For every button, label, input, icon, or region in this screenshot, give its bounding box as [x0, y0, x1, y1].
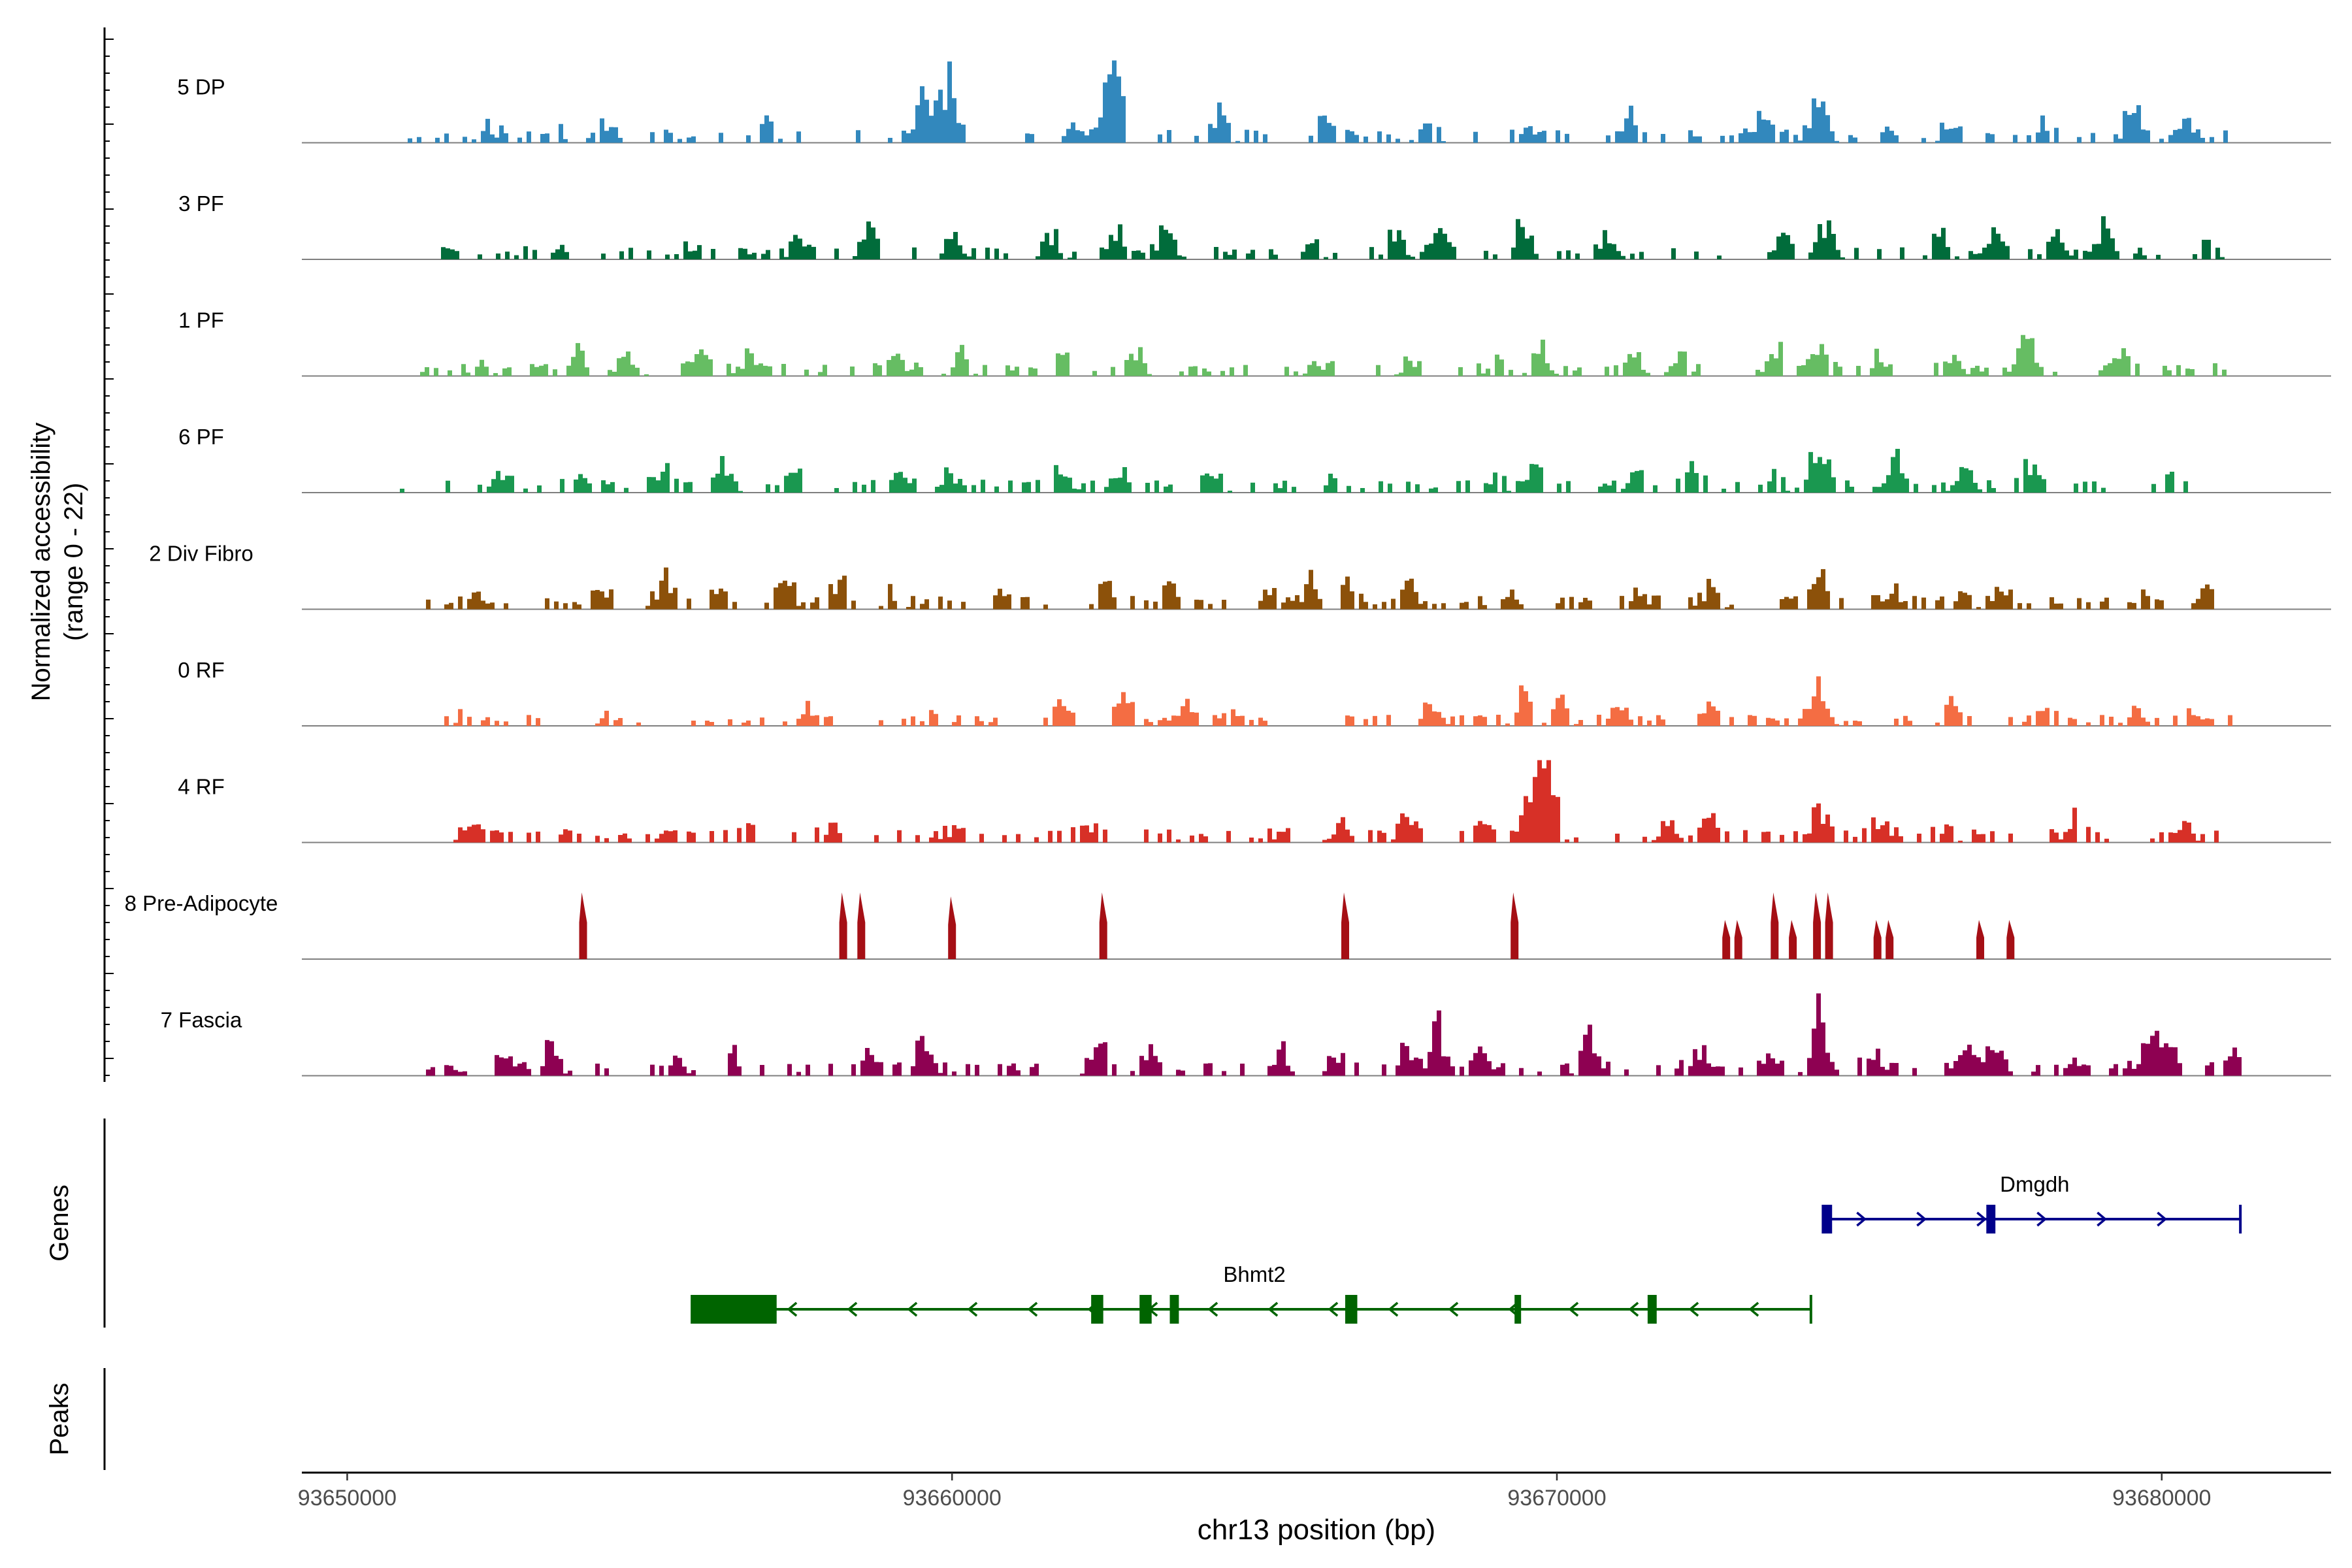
x-axis-ticks: 93650000 93660000 93670000 93680000 [298, 1473, 2211, 1511]
coverage-area [426, 567, 2214, 610]
coverage-area [453, 760, 2219, 843]
strand-arrow [1448, 1301, 1459, 1317]
coverage-area [426, 993, 2242, 1076]
track-label: 5 DP [177, 75, 225, 99]
strand-arrow [2157, 1211, 2168, 1227]
gene-name: Bhmt2 [1223, 1262, 1285, 1286]
strand-arrow [1628, 1301, 1639, 1317]
strand-arrow [2097, 1211, 2108, 1227]
track-4-rf: 4 RF [178, 760, 2331, 843]
exon [1139, 1295, 1152, 1324]
track-label: 4 RF [178, 775, 225, 799]
coverage-area [420, 335, 2227, 376]
strand-arrow [1027, 1301, 1038, 1317]
track-7-fascia: 7 Fascia [161, 993, 2331, 1077]
x-axis-title: chr13 position (bp) [1198, 1514, 1435, 1546]
coverage-y-ticks [105, 39, 114, 1076]
strand-arrow [1856, 1211, 1867, 1227]
gene-name: Dmgdh [2000, 1172, 2069, 1196]
coverage-area [408, 60, 2228, 143]
track-8-pre-adipocyte: 8 Pre-Adipocyte [125, 891, 2331, 960]
coverage-area [441, 216, 2225, 259]
track-label: 1 PF [178, 308, 224, 333]
strand-arrow [1207, 1301, 1218, 1317]
track-2-div-fibro: 2 Div Fibro [149, 542, 2331, 610]
gene-annotations: Dmgdh Bhmt2 [691, 1172, 2242, 1324]
track-label: 6 PF [178, 425, 224, 449]
exon [1345, 1295, 1358, 1324]
coverage-tracks: 5 DP 3 PF 1 PF 6 PF 2 Div Fibro 0 RF 4 RF 8 Pre… [125, 60, 2331, 1077]
exon [1091, 1295, 1103, 1324]
strand-arrow [1267, 1301, 1279, 1317]
y-axis-title-line2: (range 0 - 22) [59, 483, 88, 641]
gene-bhmt2: Bhmt2 [691, 1262, 1812, 1324]
track-3-pf: 3 PF [178, 191, 2331, 260]
exon [1823, 1205, 1833, 1233]
strand-arrow [1688, 1301, 1699, 1317]
strand-arrow [967, 1301, 978, 1317]
coverage-area [400, 449, 2188, 493]
strand-arrow [2036, 1211, 2048, 1227]
track-5-dp: 5 DP [177, 60, 2331, 144]
track-1-pf: 1 PF [178, 308, 2331, 377]
gene-dmgdh: Dmgdh [1821, 1172, 2242, 1233]
track-label: 0 RF [178, 658, 225, 682]
x-tick-label: 93660000 [903, 1486, 1002, 1511]
strand-arrow [1976, 1211, 1987, 1227]
exon [692, 1295, 777, 1324]
strand-arrow [1388, 1301, 1399, 1317]
genes-panel-label: Genes [45, 1184, 74, 1262]
y-axis-title-line1: Normalized accessibility [27, 423, 56, 702]
x-tick-label: 93650000 [298, 1486, 397, 1511]
strand-arrow [1916, 1211, 1927, 1227]
x-tick-label: 93670000 [1507, 1486, 1606, 1511]
strand-arrow [787, 1301, 798, 1317]
strand-arrow [847, 1301, 858, 1317]
exon [1514, 1295, 1522, 1324]
track-6-pf: 6 PF [178, 425, 2331, 493]
strand-arrow [907, 1301, 918, 1317]
strand-arrow [1328, 1301, 1339, 1317]
x-tick-label: 93680000 [2112, 1486, 2211, 1511]
peaks-panel-label: Peaks [45, 1382, 74, 1455]
track-label: 3 PF [178, 191, 224, 216]
track-label: 7 Fascia [161, 1008, 242, 1032]
exon [1169, 1295, 1179, 1324]
track-label: 8 Pre-Adipocyte [125, 891, 278, 915]
strand-arrow [1748, 1301, 1759, 1317]
strand-arrow [1568, 1301, 1579, 1317]
exon [1986, 1205, 1996, 1233]
track-label: 2 Div Fibro [149, 542, 253, 566]
track-0-rf: 0 RF [178, 658, 2331, 727]
exon [1647, 1295, 1657, 1324]
